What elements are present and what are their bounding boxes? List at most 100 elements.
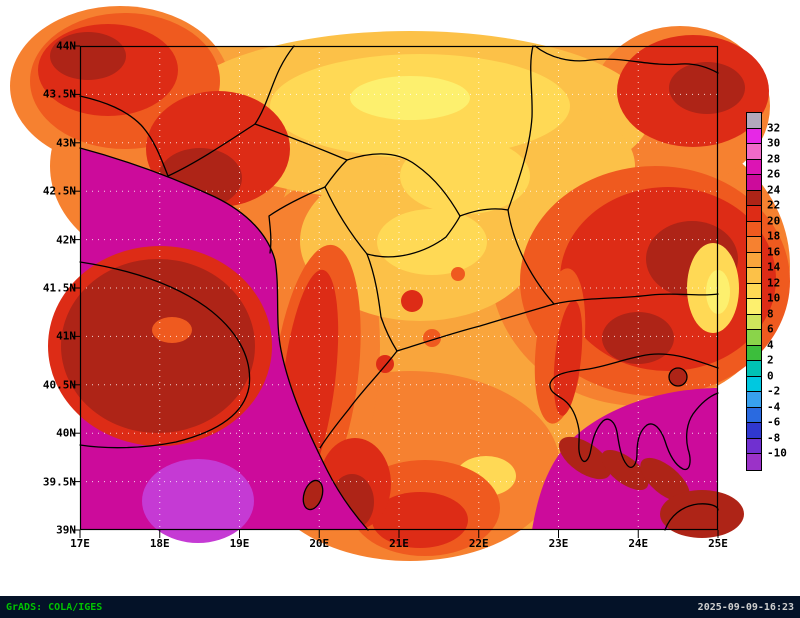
colorbar-cell [747,283,761,299]
lat-tick-label: 39.5N [42,475,76,489]
lon-tick-label: 19E [229,537,250,550]
lon-tick-label: 18E [149,537,170,550]
border-macedonia-greece [396,303,555,352]
colorbar-tick-label: 4 [767,338,774,351]
colorbar-cell [747,175,761,191]
colorbar-cell [747,407,761,423]
border-montenegro-albania [268,186,326,254]
colorbar-cell [747,423,761,439]
colorbar-tick-label: 0 [767,369,774,382]
colorbar-cell [747,190,761,206]
colorbar-cell [747,438,761,454]
colorbar-tick-label: -10 [767,446,787,460]
colorbar-tick-label: -6 [767,415,781,429]
lon-tick-label: 25E [708,537,728,550]
axis-ticks [72,45,719,538]
grid-lines [80,46,718,530]
colorbar-cells [746,112,762,471]
colorbar-cell [747,299,761,315]
colorbar-tick-label: 2 [767,353,774,367]
country-borders [79,45,719,531]
island-corfu [302,479,324,511]
lat-tick-label: 41.5N [42,281,76,295]
colorbar-tick-label: 20 [767,214,781,227]
lon-tick-label: 22E [468,537,489,550]
lat-tick-label: 42.5N [42,184,76,198]
temperature-field [10,6,790,561]
border-macedonia-bulgaria [507,209,555,305]
border-greece-bulgaria [553,293,719,305]
colorbar-cell [747,392,761,408]
colorbar-cell [747,330,761,346]
island-thasos [668,367,688,387]
lat-tick-label: 43.5N [42,87,76,101]
coastline-adriatic [79,147,369,531]
colorbar-cell [747,376,761,392]
lon-axis: 17E 18E 19E 20E 21E 22E 23E 24E 25E [70,537,728,551]
border-bosnia-serbia [167,45,295,177]
border-kosovo-albania [324,186,368,255]
footer-bar: GrADS: COLA/IGES 2025-09-09-16:23 [0,596,800,618]
colorbar-tick-label: 26 [767,167,781,181]
colorbar-cell [747,128,761,144]
colorbar-tick-label: 14 [767,260,781,274]
border-kosovo-macedonia [366,215,461,258]
lat-tick-label: 44N [56,39,76,53]
colorbar-tick-label: -2 [767,384,781,398]
border-montenegro-serbia [254,123,348,161]
colorbar-tick-label: 30 [767,136,781,150]
border-montenegro-kosovo [324,159,348,188]
island-bottom-right [664,503,719,531]
map-frame [79,45,719,531]
colorbar-cell [747,361,761,377]
colorbar-cell [747,144,761,160]
lon-tick-label: 24E [628,537,649,550]
coastline-aegean [549,353,719,471]
lat-tick-label: 43N [56,136,76,150]
colorbar-cell [747,113,761,129]
colorbar-tick-label: 6 [767,322,774,336]
border-bosnia-croatia [79,95,169,177]
border-albania-greece [319,350,398,449]
lat-tick-label: 39N [56,523,76,537]
border-serbia-kosovo [346,153,461,217]
temperature-map [10,6,790,561]
colorbar-tick-label: 28 [767,152,781,165]
warm-sea-patch [142,459,254,543]
colorbar-cell [747,454,761,470]
lat-axis: 44N 43.5N 43N 42.5N 42N 41.5N 41N 40.5N 40N 39.5N… [28,40,76,537]
lon-tick-label: 17E [70,537,90,550]
border-danube [534,45,719,74]
grads-credit: GrADS: COLA/IGES [6,601,103,613]
colorbar-tick-label: 12 [767,276,781,289]
colorbar-tick-label: 24 [767,183,781,196]
colorbar-tick-label: -4 [767,400,781,413]
creation-timestamp: 2025-09-09-16:23 [697,601,794,613]
colorbar-cell [747,221,761,237]
colorbar-cell [747,252,761,268]
lat-tick-label: 41N [56,329,76,343]
border-macedonia-albania [366,253,398,352]
colorbar-cell [747,345,761,361]
lat-tick-label: 40.5N [42,378,76,392]
colorbar-cell [747,206,761,222]
colorbar-tick-label: 18 [767,229,781,243]
colorbar-tick-label: 10 [767,291,781,305]
lat-tick-label: 40N [56,426,76,440]
border-serbia-bulgaria [507,45,534,211]
lon-tick-label: 23E [548,537,569,550]
colorbar-cell [747,268,761,284]
border-serbia-macedonia [459,208,509,217]
coastline-italy [79,261,251,449]
colorbar-cell [747,159,761,175]
colorbar-cell [747,237,761,253]
colorbar-tick-label: 8 [767,307,774,320]
colorbar-cell [747,314,761,330]
colorbar-tick-label: -8 [767,431,781,444]
lon-tick-label: 21E [389,537,409,550]
colorbar-tick-label: 22 [767,198,781,212]
lat-tick-label: 42N [56,233,76,247]
lon-tick-label: 20E [309,537,330,550]
colorbar-tick-label: 32 [767,121,781,134]
